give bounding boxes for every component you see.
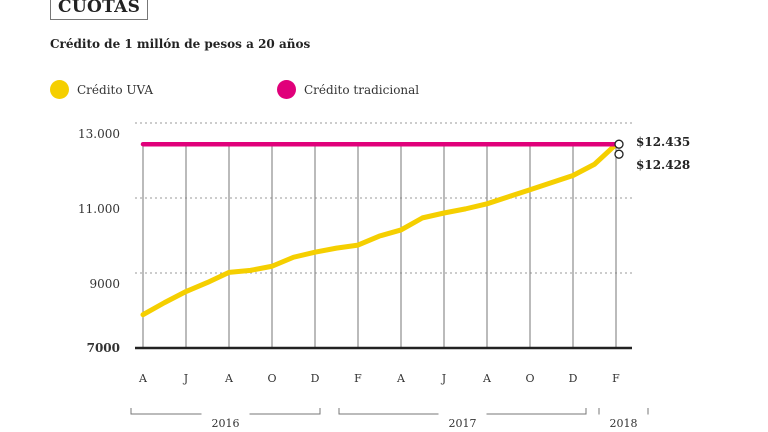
annotation-uva: $12.428 — [636, 158, 690, 172]
year-label: 2018 — [610, 417, 638, 430]
legend-swatch-uva — [50, 80, 69, 99]
x-tick-label: O — [267, 372, 276, 385]
annotation-tradicional: $12.435 — [636, 135, 690, 149]
y-tick-label: 13.000 — [78, 127, 120, 141]
x-tick-label: O — [525, 372, 534, 385]
y-tick-label: 9000 — [89, 277, 120, 291]
x-tick-label: D — [569, 372, 578, 385]
endpoint-marker-uva — [614, 149, 624, 159]
endpoint-marker-tradicional — [614, 139, 624, 149]
x-tick-label: A — [224, 372, 234, 385]
x-tick-label: J — [183, 372, 188, 385]
x-tick-label: A — [396, 372, 406, 385]
x-tick-label: A — [138, 372, 148, 385]
year-label: 2016 — [212, 417, 240, 430]
x-tick-label: F — [354, 372, 362, 385]
legend-label-tradicional: Crédito tradicional — [304, 82, 420, 97]
series-line-uva — [140, 141, 619, 318]
legend-label-uva: Crédito UVA — [77, 82, 154, 97]
x-tick-label: J — [441, 372, 446, 385]
y-tick-label: 11.000 — [78, 202, 120, 216]
x-tick-label: A — [482, 372, 492, 385]
section-tag: CUOTAS — [50, 0, 149, 20]
y-tick-label: 7000 — [87, 341, 120, 355]
legend-uva: Crédito UVA — [50, 80, 153, 99]
x-tick-label: F — [612, 372, 620, 385]
year-label: 2017 — [449, 417, 477, 430]
x-tick-label: D — [311, 372, 320, 385]
year-bracket-gap — [438, 412, 487, 420]
legend-tradicional: Crédito tradicional — [277, 80, 419, 99]
legend-swatch-tradicional — [277, 80, 296, 99]
chart-subtitle: Crédito de 1 millón de pesos a 20 años — [50, 37, 311, 51]
year-bracket-gap — [599, 412, 648, 420]
year-bracket-gap — [201, 412, 250, 420]
